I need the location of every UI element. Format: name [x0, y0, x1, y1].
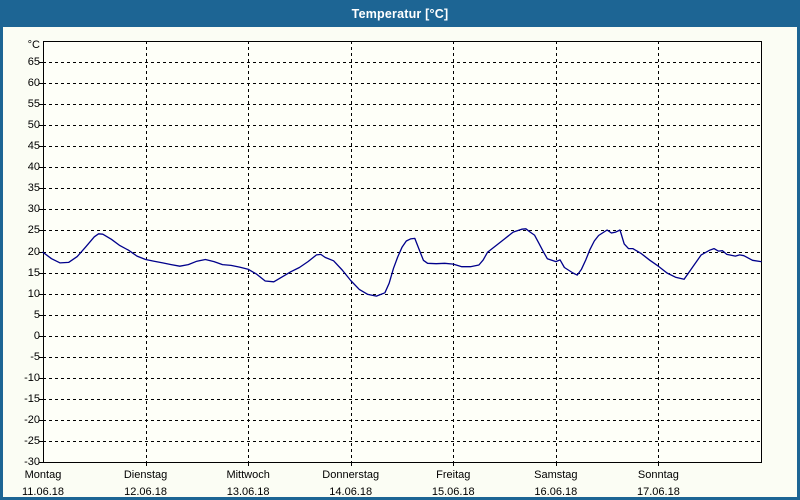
- y-axis-label: 0: [33, 329, 40, 342]
- y-axis-label: 5: [33, 308, 40, 321]
- titlebar: Temperatur [°C]: [0, 0, 800, 27]
- x-axis-date-label: 15.06.18: [431, 486, 475, 498]
- y-axis-label: 50: [27, 119, 40, 132]
- x-axis-date-label: 13.06.18: [226, 486, 270, 498]
- y-axis-label: 35: [27, 182, 40, 195]
- y-axis-label: -5: [30, 350, 40, 363]
- x-axis-date-label: 16.06.18: [534, 486, 578, 498]
- y-axis-label: -30: [24, 456, 40, 468]
- temperature-line-chart: [39, 41, 762, 466]
- y-axis-label: 30: [27, 203, 40, 216]
- y-axis-label: 15: [27, 266, 40, 279]
- y-axis-label: -25: [24, 434, 40, 447]
- x-axis-day-label: Dienstag: [123, 469, 168, 481]
- y-axis-label: 20: [27, 245, 40, 258]
- y-axis-label: 40: [27, 161, 40, 174]
- y-axis-label: 65: [27, 56, 40, 69]
- x-axis-day-label: Samstag: [534, 469, 578, 481]
- y-axis-unit-label: °C: [27, 39, 40, 51]
- x-axis-day-label: Sonntag: [637, 469, 679, 481]
- x-axis-day-label: Montag: [24, 469, 62, 481]
- x-axis-day-label: Freitag: [436, 469, 471, 481]
- x-axis-day-label: Mittwoch: [226, 469, 270, 481]
- x-axis-date-label: 11.06.18: [21, 486, 64, 498]
- chart-area: °C 65 60 55 50 45 40 35 30 25 20 15 10 5 0 -5 -10 -15 -20-…: [0, 27, 800, 500]
- y-axis-label: -20: [24, 413, 40, 426]
- x-axis-date-label: 14.06.18: [329, 486, 373, 498]
- y-axis-label: -15: [24, 392, 40, 405]
- x-axis-day-label: Donnerstag: [322, 469, 380, 481]
- y-axis-label: 10: [27, 287, 40, 300]
- y-axis-label: 45: [27, 140, 40, 153]
- x-axis-date-label: 12.06.18: [124, 486, 167, 498]
- y-axis-label: 55: [27, 98, 40, 111]
- y-axis-label: -10: [24, 371, 40, 384]
- y-axis-label: 25: [27, 224, 40, 237]
- y-axis-label: 60: [27, 77, 40, 90]
- window-title: Temperatur [°C]: [351, 6, 449, 21]
- x-axis-date-label: 17.06.18: [637, 486, 680, 498]
